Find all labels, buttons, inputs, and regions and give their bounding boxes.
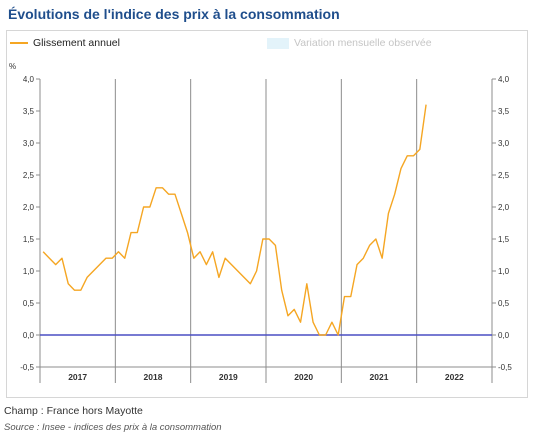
y-tick-label-right: 3,5 bbox=[498, 107, 510, 116]
y-tick-label-right: 1,5 bbox=[498, 235, 510, 244]
legend-bar-label: Variation mensuelle observée bbox=[294, 37, 432, 49]
y-tick-label-right: 3,0 bbox=[498, 139, 510, 148]
y-tick-label-left: 2,5 bbox=[23, 171, 35, 180]
y-tick-label-right: -0,5 bbox=[498, 363, 512, 372]
y-tick-label-right: 0,5 bbox=[498, 299, 510, 308]
legend-line-swatch bbox=[10, 42, 28, 44]
y-tick-label-left: 0,0 bbox=[23, 331, 35, 340]
x-tick-label: 2022 bbox=[445, 372, 464, 382]
y-tick-label-right: 2,0 bbox=[498, 203, 510, 212]
y-tick-label-right: 2,5 bbox=[498, 171, 510, 180]
legend-bar-swatch bbox=[267, 38, 289, 49]
y-tick-label-right: 4,0 bbox=[498, 75, 510, 84]
legend-line-label: Glissement annuel bbox=[33, 37, 120, 49]
footnote-source: Source : Insee - indices des prix à la c… bbox=[4, 422, 222, 433]
y-tick-label-left: 1,5 bbox=[23, 235, 35, 244]
y-tick-label-left: 3,5 bbox=[23, 107, 35, 116]
y-tick-label-left: 2,0 bbox=[23, 203, 35, 212]
chart-title: Évolutions de l'indice des prix à la con… bbox=[8, 6, 340, 22]
y-tick-label-left: -0,5 bbox=[20, 363, 34, 372]
y-tick-label-right: 0,0 bbox=[498, 331, 510, 340]
x-tick-label: 2020 bbox=[294, 372, 313, 382]
x-tick-label: 2018 bbox=[144, 372, 163, 382]
y-tick-label-right: 1,0 bbox=[498, 267, 510, 276]
x-tick-label: 2017 bbox=[68, 372, 87, 382]
footnote-field: Champ : France hors Mayotte bbox=[4, 405, 143, 417]
chart-frame bbox=[6, 30, 528, 398]
series-line-glissement-annuel bbox=[42, 104, 427, 336]
y-axis-unit: % bbox=[9, 62, 17, 71]
y-tick-label-left: 4,0 bbox=[23, 75, 35, 84]
x-tick-label: 2019 bbox=[219, 372, 238, 382]
y-tick-label-left: 0,5 bbox=[23, 299, 35, 308]
y-tick-label-left: 3,0 bbox=[23, 139, 35, 148]
x-tick-label: 2021 bbox=[370, 372, 389, 382]
y-tick-label-left: 1,0 bbox=[23, 267, 35, 276]
